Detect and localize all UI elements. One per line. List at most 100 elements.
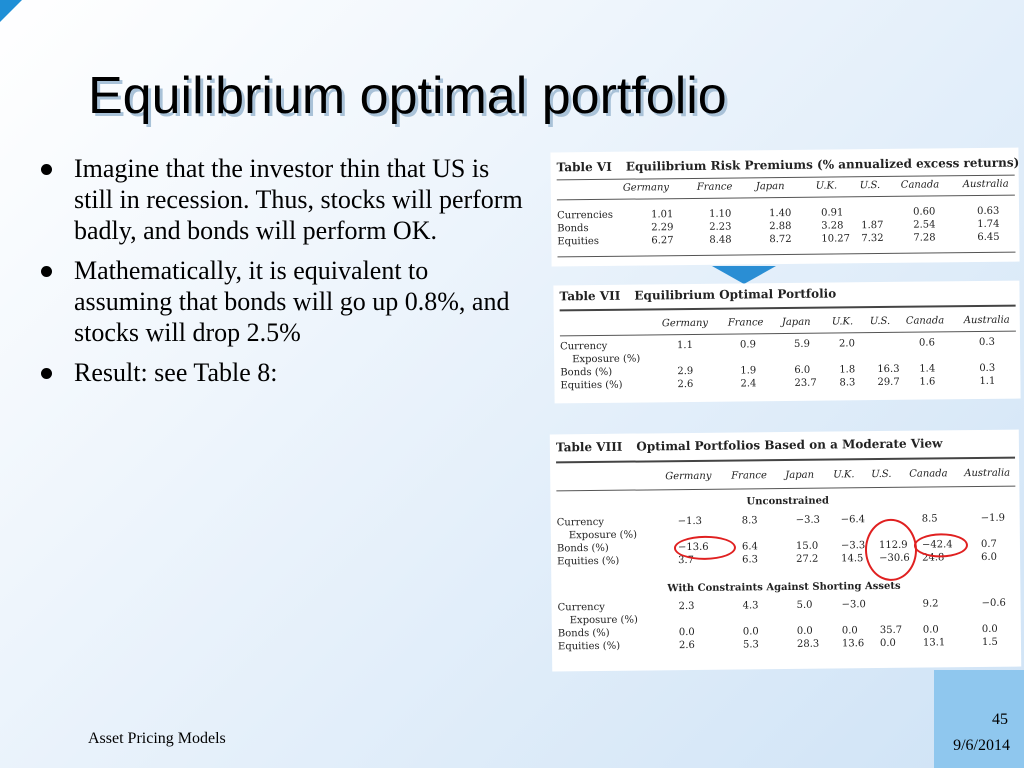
col-header-germany: Germany (622, 182, 670, 194)
highlight-circle-canada-bonds (913, 533, 969, 558)
down-arrow-icon (712, 266, 776, 284)
table-vii-body: Currency 1.1 0.9 5.9 2.0 0.6 0.3 Exposure (%) Bo… (553, 281, 1019, 392)
table-cell: 10.27 (821, 233, 851, 245)
table-cell: 8.72 (769, 233, 792, 246)
table-cell: 2.9 (677, 365, 694, 378)
table-rule (556, 456, 1016, 464)
row-label: Equities (557, 235, 600, 248)
col-header-us: U.S. (871, 468, 892, 481)
table-cell: 13.6 (841, 638, 865, 650)
bullet-item: Imagine that the investor thin that US i… (38, 153, 528, 246)
col-header-canada: Canada (909, 468, 948, 480)
table-rule (556, 194, 1015, 201)
row-label: Bonds (%) (557, 627, 610, 640)
table-cell: 0.0 (879, 637, 896, 650)
table-rule (557, 251, 1016, 258)
table-cell: 1.6 (919, 376, 936, 388)
footer-date: 9/6/2014 (953, 737, 1010, 754)
row-label: Currency (556, 516, 605, 529)
table-cell: −3.3 (840, 540, 866, 552)
table-cell: 29.7 (877, 376, 900, 389)
col-header-germany: Germany (665, 470, 712, 483)
row-label: Equities (%) (560, 379, 623, 392)
table-viii-image: Table VIII Optimal Portfolios Based on a … (549, 429, 1022, 672)
table-cell: 0.7 (980, 538, 997, 550)
row-label: Currency (557, 601, 605, 614)
row-label: Exposure (%) (568, 529, 638, 542)
page-number: 45 (992, 711, 1008, 728)
table-cell: 2.6 (678, 639, 695, 652)
table-cell: 8.3 (741, 515, 758, 527)
bullet-list: Imagine that the investor thin that US i… (38, 153, 528, 397)
table-cell: 5.0 (796, 599, 813, 611)
table-cell: 6.0 (981, 551, 998, 563)
row-label: Bonds (557, 223, 589, 235)
table-cell: 6.45 (977, 231, 1000, 243)
table-cell: 28.3 (796, 638, 820, 650)
table-cell: 0.91 (821, 207, 844, 219)
table-cell: 2.54 (913, 219, 936, 231)
table-cell: 16.3 (877, 363, 900, 376)
table-cell: 0.0 (841, 625, 858, 637)
table-cell: −6.4 (840, 514, 866, 526)
table-cell: 8.48 (709, 234, 732, 246)
table-cell: −0.6 (981, 597, 1006, 609)
table-cell: 1.10 (709, 208, 732, 220)
table-cell: 0.60 (913, 206, 936, 218)
col-header-australia: Australia (963, 314, 1010, 327)
table-cell: 1.40 (769, 207, 792, 220)
row-label: Currency (559, 340, 608, 353)
table-vii-caption: Table VII Equilibrium Optimal Portfolio (559, 286, 836, 303)
col-header-uk: U.K. (831, 316, 854, 328)
table-cell: 5.9 (793, 338, 810, 350)
table-cell: 2.23 (709, 221, 732, 233)
col-header-japan: Japan (755, 181, 785, 193)
table-cell: 15.0 (795, 540, 819, 552)
table-cell: 35.7 (879, 624, 903, 637)
table-cell: 3.28 (821, 220, 844, 232)
row-label: Equities (%) (557, 555, 620, 568)
table-cell: 1.87 (861, 219, 884, 232)
table-viii-unconstrained-body: Currency −1.3 8.3 −3.3 −6.4 8.5 −1.9 Exposure (… (550, 430, 1019, 568)
table-cell: 6.4 (741, 541, 758, 553)
col-header-australia: Australia (962, 178, 1009, 191)
table-vii-title: Equilibrium Optimal Portfolio (634, 286, 837, 303)
corner-block-decoration (934, 670, 1024, 768)
table-cell: 1.1 (979, 375, 996, 387)
table-cell: 0.0 (742, 626, 759, 638)
table-viii-caption: Table VIII Optimal Portfolios Based on a … (556, 436, 943, 454)
row-label: Equities (%) (557, 640, 621, 653)
highlight-circle-germany-bonds (673, 535, 737, 561)
table-cell: 2.4 (740, 378, 757, 390)
table-cell: 8.3 (839, 377, 856, 389)
col-header-france: France (727, 317, 764, 329)
row-label: Exposure (%) (572, 353, 641, 366)
table-vii-image: Table VII Equilibrium Optimal Portfolio G… (553, 280, 1021, 404)
table-cell: 2.0 (838, 338, 855, 350)
table-cell: 1.5 (981, 636, 998, 648)
table-vi-header: Germany France Japan U.K. U.S. Canada Au… (550, 148, 1018, 194)
table-cell: 8.5 (921, 513, 938, 525)
table-cell: 1.4 (919, 363, 936, 375)
table-cell: 0.9 (739, 339, 756, 351)
table-cell: 2.29 (651, 222, 674, 234)
table-cell: 14.5 (841, 553, 864, 565)
corner-triangle-decoration (0, 0, 22, 22)
table-vii-label: Table VII (559, 288, 621, 304)
table-vi-image: Table VI Equilibrium Risk Premiums (% ann… (550, 147, 1020, 267)
col-header-canada: Canada (900, 179, 940, 191)
table-viii-header: Germany France Japan U.K. U.S. Canada Au… (550, 430, 1019, 483)
table-cell: 23.7 (794, 377, 817, 389)
col-header-us: U.S. (859, 180, 881, 192)
table-rule (559, 304, 1016, 312)
table-cell: 0.3 (979, 362, 996, 374)
row-label: Exposure (%) (569, 614, 638, 627)
table-vi-body: Currencies 1.01 1.10 1.40 0.91 0.60 0.63 Bonds 2… (550, 148, 1018, 248)
table-vi-title: Equilibrium Risk Premiums (% annualized … (625, 155, 1020, 174)
highlight-circle-us-column (864, 518, 918, 582)
table-viii-title: Optimal Portfolios Based on a Moderate V… (636, 436, 943, 454)
table-cell: −1.9 (980, 512, 1006, 524)
bullet-item: Mathematically, it is equivalent to assu… (38, 255, 528, 348)
section-unconstrained: Unconstrained (746, 495, 829, 508)
row-label: Bonds (%) (556, 542, 609, 555)
